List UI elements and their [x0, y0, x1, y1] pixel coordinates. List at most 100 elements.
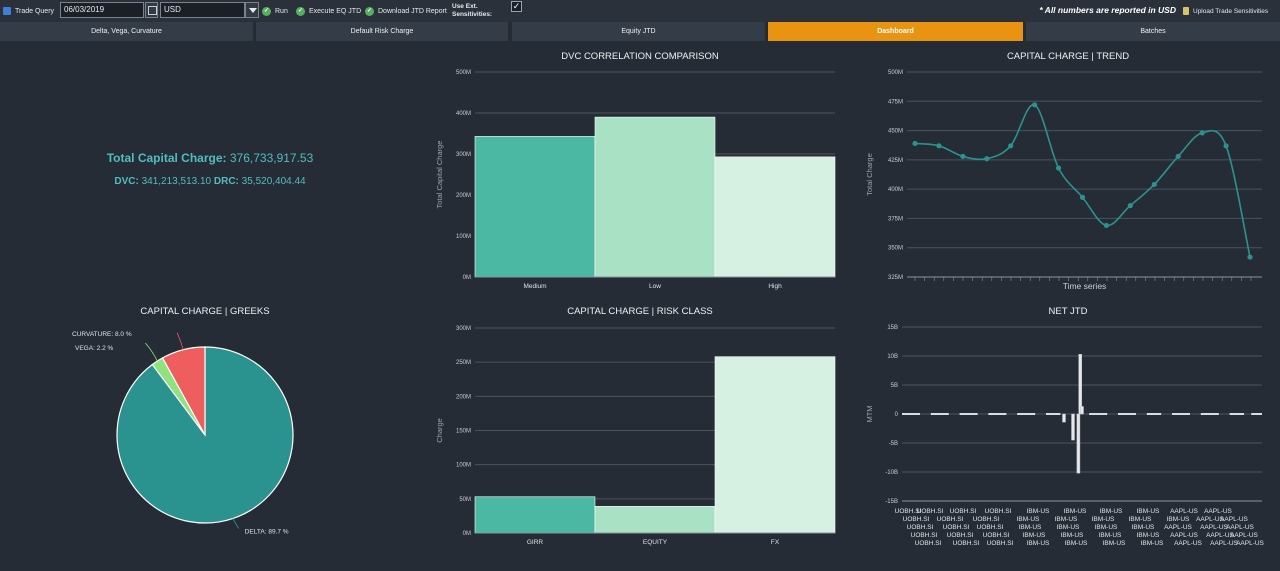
netjtd-xtick-label: UOBH.SI	[917, 508, 944, 515]
netjtd-xtick-label: AAPL-US	[1226, 524, 1254, 531]
netjtd-xtick-label: IBM-US	[1019, 524, 1042, 531]
netjtd-xtick-label: IBM-US	[1141, 540, 1164, 547]
netjtd-xtick-label: UOBH.SI	[907, 524, 934, 531]
dvc-bar	[594, 116, 716, 278]
total-capital-charge: Total Capital Charge: 376,733,917.53	[50, 151, 370, 165]
netjtd-xtick-label: AAPL-US	[1200, 524, 1228, 531]
netjtd-xtick-label: IBM-US	[1129, 516, 1152, 523]
netjtd-xtick-label: AAPL-US	[1210, 540, 1238, 547]
trend-point	[1199, 130, 1205, 136]
netjtd-xtick-label: UOBH.SI	[973, 516, 1000, 523]
trade-query-icon	[3, 7, 11, 15]
date-input[interactable]: 06/03/2019	[60, 2, 144, 18]
netjtd-bar	[1200, 413, 1219, 415]
greeks-slice-label: VEGA: 2.2 %	[75, 345, 114, 352]
run-icon: ✓	[262, 6, 271, 16]
riskclass-ytick-label: 200M	[456, 394, 471, 400]
netjtd-xtick-label: IBM-US	[1065, 540, 1088, 547]
netjtd-xtick-label: UOBH.SI	[983, 532, 1010, 539]
use-ext-sensitivities-checkbox[interactable]: ✓	[511, 1, 522, 12]
chevron-down-icon[interactable]	[245, 2, 259, 18]
greeks-leader	[176, 332, 184, 350]
dvc-ytick-label: 100M	[456, 234, 471, 240]
dvc-bar	[714, 156, 836, 278]
riskclass-ytick-label: 0M	[463, 531, 471, 537]
netjtd-xtick-label: AAPL-US	[1164, 524, 1192, 531]
netjtd-bar	[902, 413, 920, 415]
drc-value: 35,520,404.44	[241, 176, 306, 187]
upload-label: Upload Trade Sensitivities	[1193, 7, 1269, 15]
dvc-ytick-label: 200M	[456, 193, 471, 199]
trend-point	[1079, 194, 1086, 200]
netjtd-xtick-label: AAPL-US	[1196, 516, 1224, 523]
run-button[interactable]: ✓ Run	[262, 3, 288, 19]
trade-query-link[interactable]: Trade Query	[3, 3, 54, 19]
capital-charge-trend-chart: 325M 350M 375M 400M 425M 450M 475M 500M Total Ch…	[865, 70, 1262, 291]
trend-point	[960, 153, 966, 159]
netjtd-xtick-label: UOBH.SI	[977, 524, 1004, 531]
upload-trade-sensitivities-button[interactable]: Upload Trade Sensitivities	[1183, 3, 1268, 19]
netjtd-bar	[1017, 413, 1036, 415]
netjtd-xtick-label: AAPL-US	[1204, 508, 1232, 515]
riskclass-category-label: FX	[771, 539, 780, 546]
dvc-category-label: High	[768, 283, 782, 290]
use-ext-line2: Sensitivities:	[452, 11, 493, 18]
trend-point	[1008, 143, 1014, 149]
dvc-correlation-chart: 0M 100M 200M 300M 400M 500M Total Capital Char…	[435, 70, 836, 290]
use-ext-line1: Use Ext.	[452, 3, 478, 10]
tab-dashboard[interactable]: Dashboard	[768, 22, 1023, 41]
trend-ylabel: Total Charge	[865, 153, 874, 196]
trend-point	[1223, 143, 1229, 149]
trend-line	[914, 103, 1251, 258]
netjtd-xtick-label: AAPL-US	[1206, 532, 1234, 539]
trend-point	[1127, 202, 1133, 209]
execute-eq-jtd-button[interactable]: ✓ Execute EQ JTD	[296, 3, 361, 19]
tab-equity-jtd[interactable]: Equity JTD	[512, 22, 765, 41]
netjtd-xtick-label: UOBH.SI	[950, 508, 977, 515]
netjtd-xtick-label: AAPL-US	[1174, 540, 1202, 547]
trend-point	[1247, 254, 1253, 260]
netjtd-xtick-label: IBM-US	[1027, 508, 1050, 515]
netjtd-xtick-label: IBM-US	[1099, 532, 1122, 539]
tab-delta-vega-curvature[interactable]: Delta, Vega, Curvature	[0, 22, 253, 41]
riskclass-ytick-label: 100M	[456, 463, 471, 469]
riskclass-category-label: GIRR	[527, 539, 544, 546]
netjtd-xtick-label: IBM-US	[1057, 524, 1080, 531]
netjtd-bar	[1089, 413, 1108, 415]
calendar-icon[interactable]	[145, 2, 158, 18]
netjtd-bar	[1229, 413, 1244, 415]
netjtd-xtick-label: IBM-US	[1095, 524, 1118, 531]
download-jtd-report-button[interactable]: ✓ Download JTD Report	[365, 3, 447, 19]
capital-charge-risk-class-chart: 0M 50M 100M 150M 200M 250M 300M Charge GIRR EQUIT…	[435, 326, 836, 546]
trend-point	[936, 143, 942, 149]
tab-batches[interactable]: Batches	[1026, 22, 1280, 41]
download-jtd-report-label: Download JTD Report	[378, 7, 447, 15]
netjtd-xtick-label: IBM-US	[1092, 516, 1115, 523]
netjtd-bar	[1251, 413, 1262, 415]
dvc-label: DVC:	[114, 176, 139, 187]
netjtd-xtick-label: AAPL-US	[1230, 532, 1258, 539]
toolbar: Trade Query 06/03/2019 USD ✓ Run ✓ Execu…	[0, 0, 1280, 22]
netjtd-bar	[1046, 413, 1061, 415]
trend-point	[912, 140, 918, 147]
trend-ytick-label: 350M	[888, 246, 903, 252]
trend-point	[1103, 222, 1110, 229]
netjtd-ytick-label: 0	[895, 412, 899, 418]
use-ext-sensitivities-label: Use Ext. Sensitivities:	[452, 3, 492, 19]
netjtd-xtick-label: AAPL-US	[1236, 540, 1264, 547]
currency-select[interactable]: USD	[160, 2, 245, 18]
greeks-slice-label: CURVATURE: 8.0 %	[72, 331, 132, 338]
download-icon: ✓	[365, 6, 374, 16]
netjtd-ytick-label: -15B	[885, 499, 898, 505]
trend-chart-title: CAPITAL CHARGE | TREND	[1006, 51, 1130, 62]
greeks-leader	[232, 518, 240, 529]
dvc-bar	[474, 136, 596, 278]
riskclass-ylabel: Charge	[435, 418, 444, 443]
tab-default-risk-charge[interactable]: Default Risk Charge	[256, 22, 508, 41]
trend-ytick-label: 425M	[888, 158, 903, 164]
trend-ytick-label: 375M	[888, 216, 903, 222]
riskclass-bar	[474, 496, 596, 534]
netjtd-ytick-label: 5B	[891, 383, 898, 389]
netjtd-ytick-label: 15B	[887, 325, 898, 331]
dvc-ytick-label: 0M	[463, 275, 471, 281]
